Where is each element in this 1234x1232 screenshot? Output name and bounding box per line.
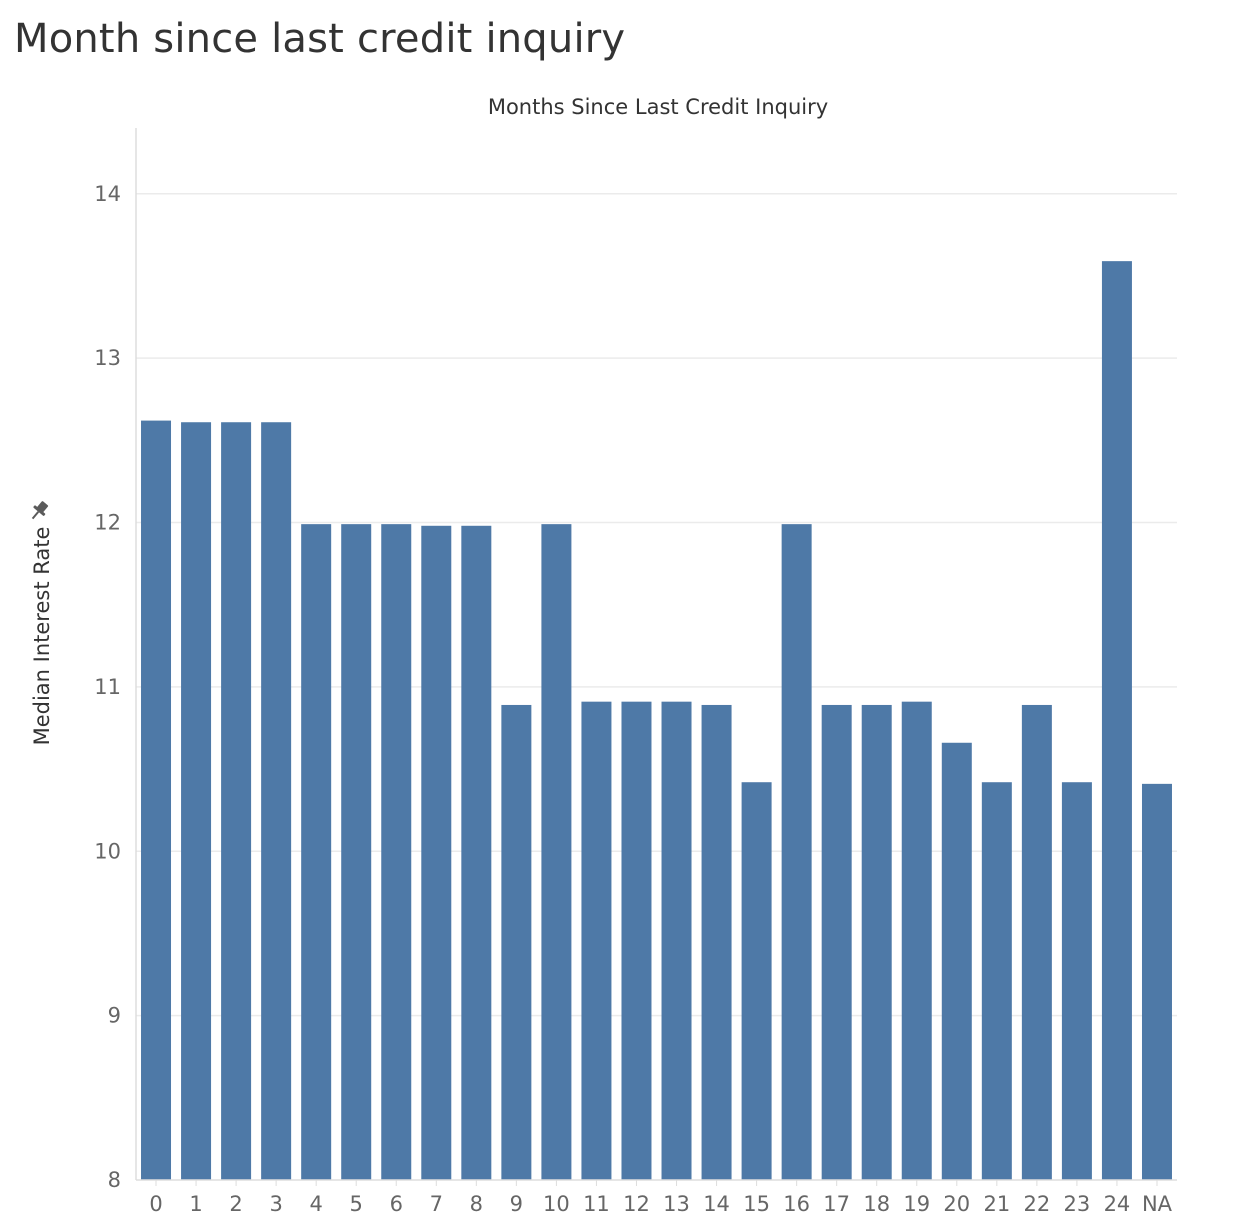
y-tick-label: 11 bbox=[94, 675, 121, 699]
y-tick-label: 9 bbox=[108, 1004, 121, 1028]
x-tick-label: NA bbox=[1142, 1192, 1173, 1216]
bar-NA[interactable] bbox=[1141, 783, 1172, 1180]
bar-4[interactable] bbox=[301, 524, 332, 1180]
x-tick-label: 0 bbox=[149, 1192, 162, 1216]
x-tick-label: 2 bbox=[229, 1192, 242, 1216]
x-tick-label: 6 bbox=[390, 1192, 403, 1216]
y-tick-label: 10 bbox=[94, 839, 121, 863]
bar-24[interactable] bbox=[1101, 261, 1132, 1180]
x-tick-labels: 0 1 2 3 4 5 6 7 8 9 10 11 12 13 14 15 16 17 18 19 20 21 22 23 24… bbox=[149, 1192, 1172, 1216]
x-tick-label: 13 bbox=[663, 1192, 690, 1216]
x-tick-label: 16 bbox=[783, 1192, 810, 1216]
x-tick-label: 24 bbox=[1104, 1192, 1131, 1216]
bar-19[interactable] bbox=[901, 701, 932, 1180]
bar-11[interactable] bbox=[581, 701, 612, 1180]
bar-3[interactable] bbox=[261, 422, 292, 1180]
x-tick-label: 4 bbox=[309, 1192, 322, 1216]
gridlines bbox=[136, 193, 1177, 1017]
bar-5[interactable] bbox=[341, 524, 372, 1180]
axes bbox=[135, 128, 1177, 1186]
x-tick-label: 21 bbox=[983, 1192, 1010, 1216]
x-tick-label: 17 bbox=[823, 1192, 850, 1216]
bar-17[interactable] bbox=[821, 704, 852, 1180]
bar-2[interactable] bbox=[221, 422, 252, 1180]
bar-18[interactable] bbox=[861, 704, 892, 1180]
x-tick-label: 22 bbox=[1023, 1192, 1050, 1216]
bar-8[interactable] bbox=[461, 525, 492, 1180]
bar-7[interactable] bbox=[421, 525, 452, 1180]
x-tick-label: 20 bbox=[943, 1192, 970, 1216]
bar-13[interactable] bbox=[661, 701, 692, 1180]
bar-22[interactable] bbox=[1021, 704, 1052, 1180]
x-tick-label: 9 bbox=[510, 1192, 523, 1216]
x-tick-label: 3 bbox=[269, 1192, 282, 1216]
bar-12[interactable] bbox=[621, 701, 652, 1180]
chart-title: Months Since Last Credit Inquiry bbox=[487, 95, 829, 119]
x-tick-label: 15 bbox=[743, 1192, 770, 1216]
x-tick-label: 5 bbox=[350, 1192, 363, 1216]
x-tick-label: 11 bbox=[583, 1192, 610, 1216]
y-tick-label: 8 bbox=[108, 1168, 121, 1192]
bar-9[interactable] bbox=[501, 704, 532, 1180]
pin-icon[interactable] bbox=[27, 499, 51, 523]
bar-23[interactable] bbox=[1061, 782, 1092, 1180]
bars bbox=[141, 261, 1172, 1180]
y-tick-label: 13 bbox=[94, 346, 121, 370]
x-tick-label: 19 bbox=[903, 1192, 930, 1216]
x-tick-label: 18 bbox=[863, 1192, 890, 1216]
bar-21[interactable] bbox=[981, 782, 1012, 1180]
bar-10[interactable] bbox=[541, 524, 572, 1180]
y-tick-labels: 8 9 10 11 12 13 14 bbox=[94, 182, 121, 1192]
x-tick-label: 14 bbox=[703, 1192, 730, 1216]
x-tick-label: 1 bbox=[189, 1192, 202, 1216]
x-tick-label: 10 bbox=[543, 1192, 570, 1216]
bar-20[interactable] bbox=[941, 742, 972, 1180]
y-tick-label: 14 bbox=[94, 182, 121, 206]
bar-16[interactable] bbox=[781, 524, 812, 1180]
y-tick-label: 12 bbox=[94, 511, 121, 535]
bar-1[interactable] bbox=[181, 422, 212, 1180]
y-axis-label: Median Interest Rate bbox=[30, 526, 54, 746]
x-tick-label: 23 bbox=[1064, 1192, 1091, 1216]
page-title: Month since last credit inquiry bbox=[14, 16, 626, 62]
bar-14[interactable] bbox=[701, 704, 732, 1180]
bar-15[interactable] bbox=[741, 782, 772, 1180]
bar-0[interactable] bbox=[141, 420, 172, 1180]
x-tick-label: 8 bbox=[470, 1192, 483, 1216]
bar-6[interactable] bbox=[381, 524, 412, 1180]
x-tick-label: 7 bbox=[430, 1192, 443, 1216]
x-tick-label: 12 bbox=[623, 1192, 650, 1216]
